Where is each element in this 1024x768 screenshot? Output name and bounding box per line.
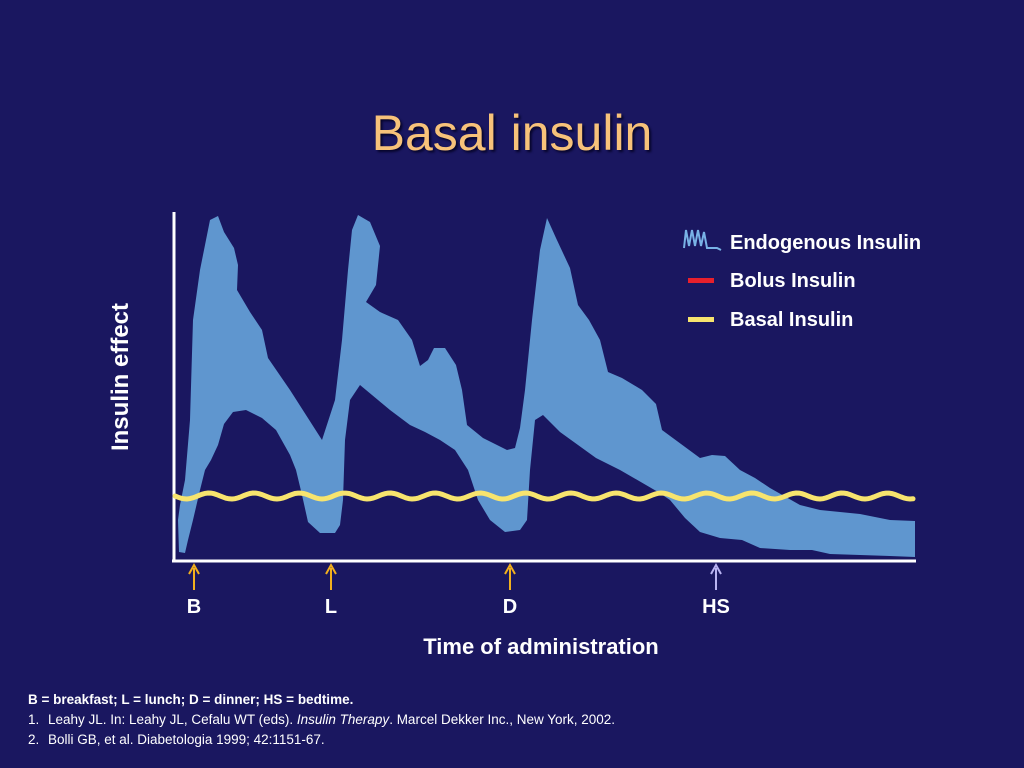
arrow-d-icon (504, 562, 516, 575)
reference-1: 1. Leahy JL. In: Leahy JL, Cefalu WT (eds… (28, 712, 616, 727)
arrow-hs-icon (710, 562, 722, 575)
tick-label-b: B (186, 596, 202, 618)
waveform-icon (683, 229, 722, 251)
basal-insulin-line (172, 490, 916, 502)
tick-label-hs: HS (702, 596, 730, 618)
reference-2: 2. Bolli GB, et al. Diabetologia 1999; 42… (28, 732, 325, 747)
basal-line-icon (688, 317, 714, 322)
tick-label-l: L (324, 596, 338, 618)
y-axis-label: Insulin effect (107, 302, 134, 452)
legend-endogenous-label: Endogenous Insulin (730, 232, 922, 254)
bolus-line-icon (688, 278, 714, 283)
endogenous-insulin-band (178, 215, 915, 557)
abbreviations-note: B = breakfast; L = lunch; D = dinner; HS… (28, 692, 354, 707)
x-axis-label: Time of administration (423, 634, 659, 659)
tick-label-d: D (502, 596, 518, 618)
legend-basal-label: Basal Insulin (730, 309, 854, 331)
legend-bolus-label: Bolus Insulin (730, 270, 856, 292)
arrow-b-icon (188, 562, 200, 575)
slide-title: Basal insulin (371, 105, 653, 161)
arrow-l-icon (325, 562, 337, 575)
footnotes: B = breakfast; L = lunch; D = dinner; HS… (28, 690, 615, 750)
